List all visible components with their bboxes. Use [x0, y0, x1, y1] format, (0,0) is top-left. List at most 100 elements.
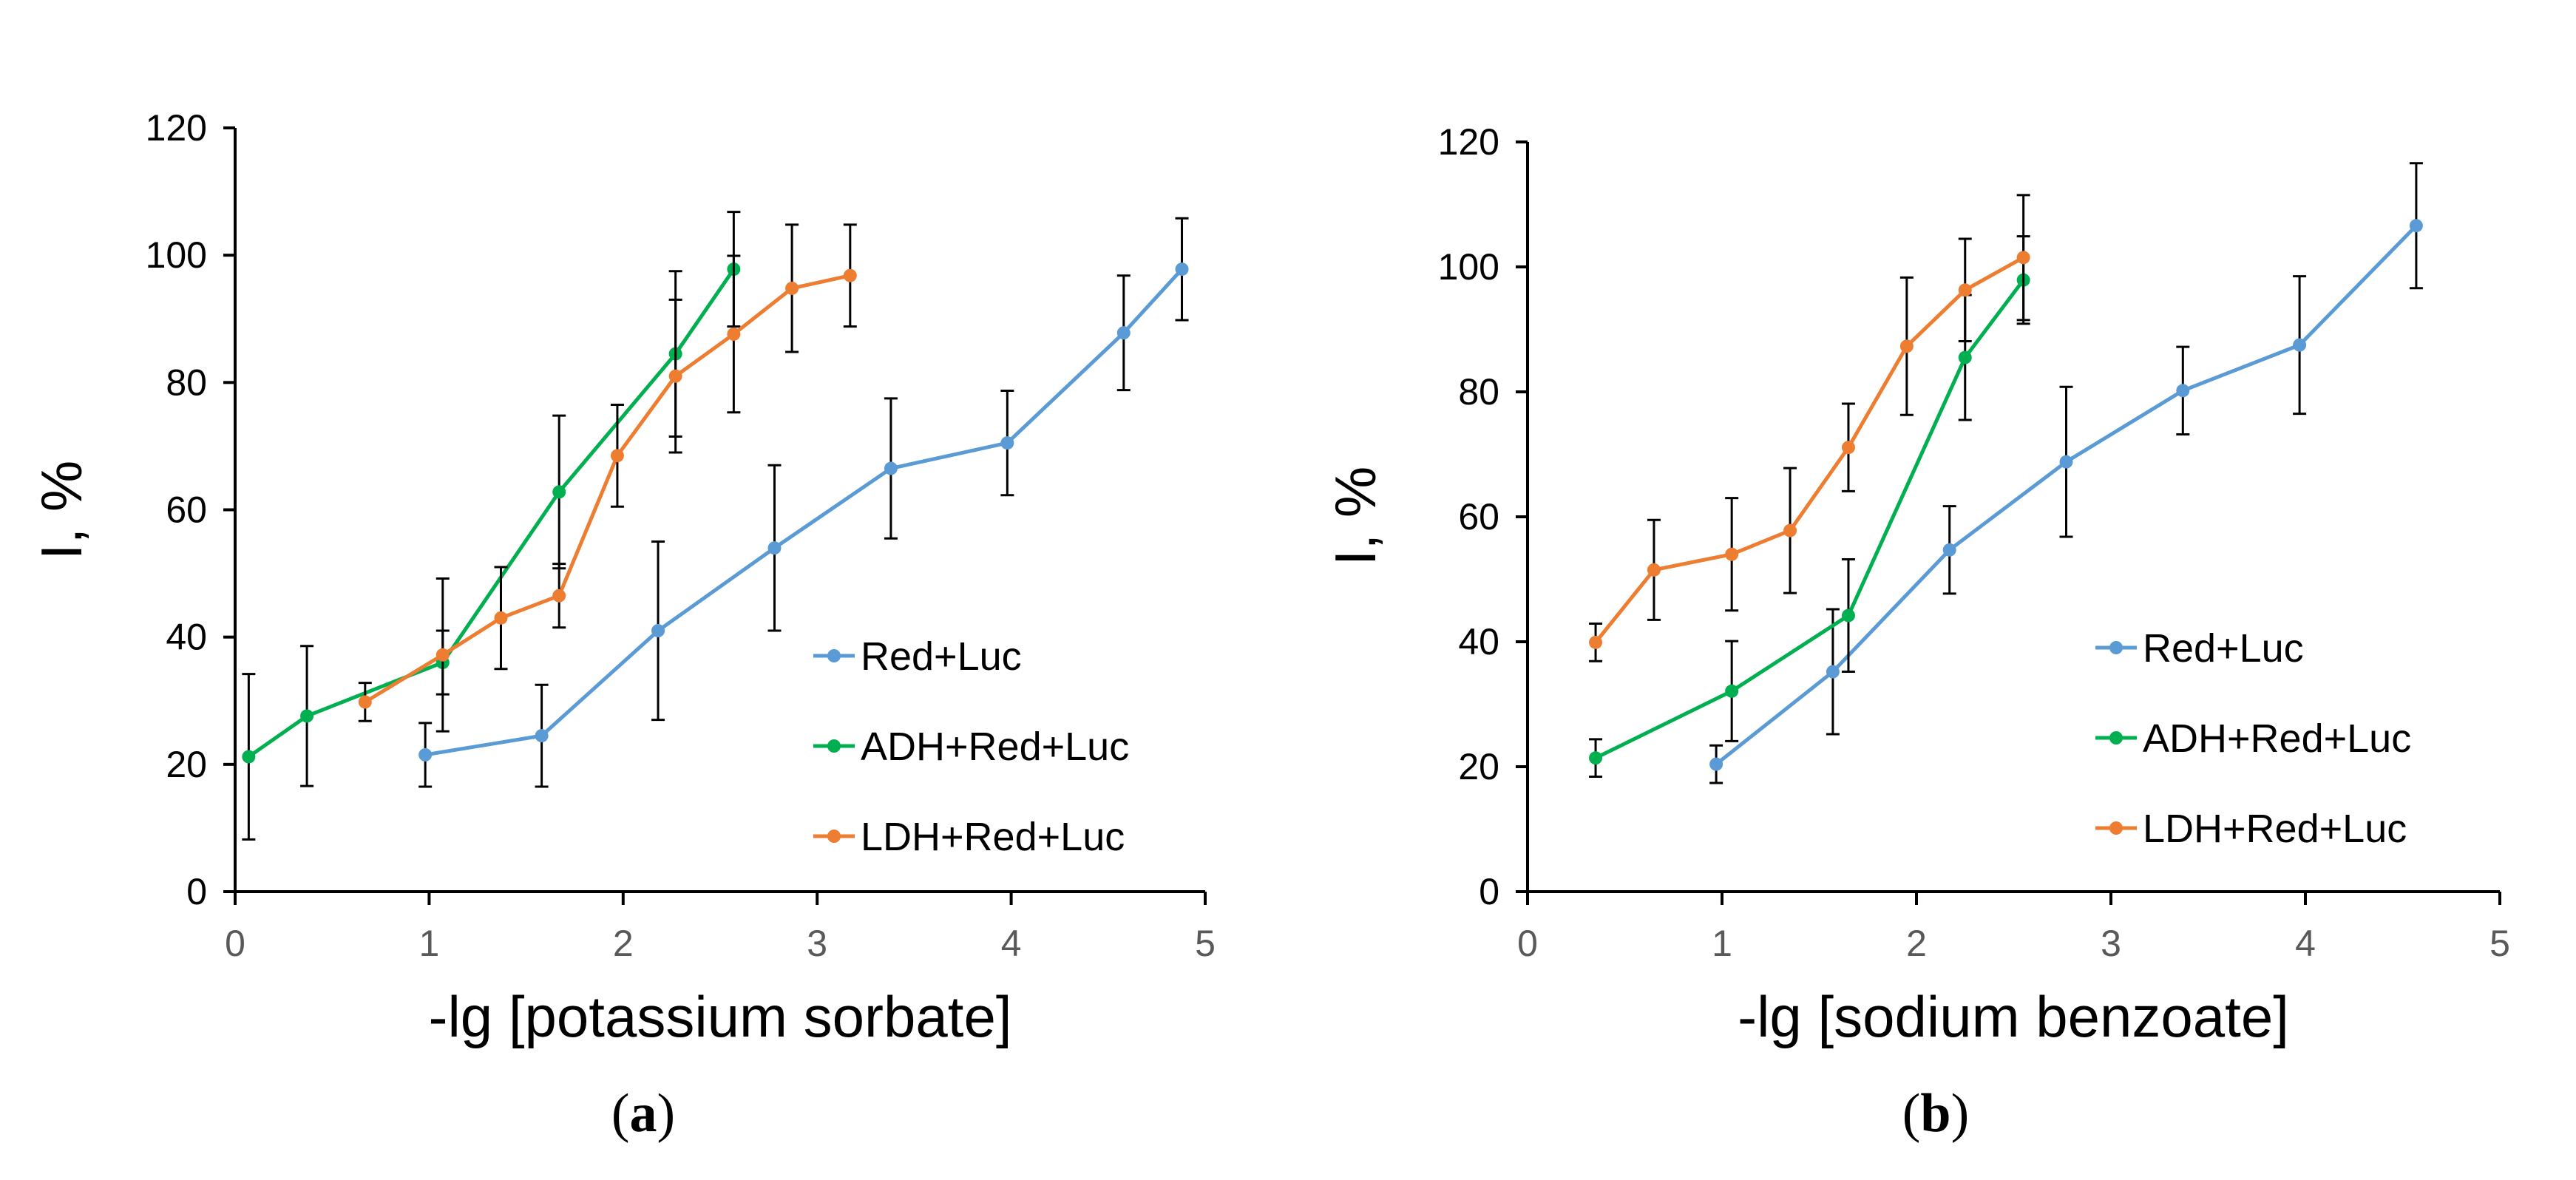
data-point: [1647, 563, 1661, 577]
data-point: [418, 747, 433, 762]
legend-item: Red+Luc: [813, 634, 1022, 679]
data-point: [435, 648, 450, 662]
legend-swatch-marker: [827, 649, 841, 662]
x-tick-label: 5: [2489, 923, 2510, 964]
x-tick-label: 3: [807, 923, 827, 964]
series-red-luc: [1709, 162, 2423, 784]
panel-label-letter: a: [630, 1083, 657, 1144]
series-line: [424, 268, 1184, 757]
x-axis-label: -lg [sodium benzoate]: [1738, 984, 2289, 1049]
y-tick-label: 60: [166, 489, 207, 531]
legend-item: Red+Luc: [2095, 626, 2304, 671]
y-tick-label: 40: [166, 617, 207, 658]
data-point: [727, 327, 741, 341]
x-axis-label: -lg [potassium sorbate]: [428, 984, 1011, 1049]
legend-label: Red+Luc: [2143, 626, 2304, 671]
data-point: [1958, 283, 1972, 297]
data-point: [1000, 436, 1014, 450]
legend-swatch-marker: [2109, 731, 2123, 745]
x-tick-label: 3: [2101, 923, 2121, 964]
y-tick-label: 120: [146, 107, 207, 149]
y-tick-label: 60: [1458, 496, 1499, 538]
panel-label: (a): [611, 1083, 675, 1144]
y-tick-label: 100: [1438, 246, 1499, 288]
series-line: [364, 274, 851, 704]
x-tick-label: 4: [1001, 923, 1022, 964]
x-tick-label: 5: [1195, 923, 1216, 964]
x-tick-label: 1: [418, 923, 439, 964]
panel-label-close-paren: ): [657, 1083, 676, 1144]
legend-item: ADH+Red+Luc: [2095, 716, 2411, 761]
data-point: [785, 281, 799, 295]
data-point: [2016, 251, 2030, 265]
chart-panel-b: 0 20 40 60 80 100 120 0 1 2 3 4 5 -lg [sodium benzoat…: [1323, 121, 2510, 1144]
legend-swatch-marker: [827, 739, 841, 753]
data-point: [358, 695, 372, 709]
legend-swatch-marker: [827, 830, 841, 843]
y-axis-label: I, %: [29, 461, 94, 560]
data-point: [1725, 547, 1739, 561]
legend-label: ADH+Red+Luc: [861, 725, 1129, 769]
legend-swatch-marker: [2109, 641, 2123, 654]
data-point: [1841, 441, 1855, 455]
panel-label-letter: b: [1920, 1083, 1950, 1144]
y-tick-label: 20: [1458, 746, 1499, 787]
x-tick-label: 2: [1906, 923, 1927, 964]
data-point: [610, 449, 624, 463]
legend-swatch-marker: [2109, 821, 2123, 835]
data-point: [1589, 635, 1603, 649]
data-point: [1175, 262, 1189, 277]
data-point: [2176, 384, 2190, 398]
data-point: [1116, 326, 1131, 340]
data-point: [552, 485, 566, 499]
y-tick-label: 80: [1458, 371, 1499, 413]
data-point: [1709, 757, 1723, 771]
x-tick-label: 0: [1517, 923, 1538, 964]
x-tick-label: 1: [1712, 923, 1732, 964]
data-point: [1826, 665, 1840, 679]
series-line: [247, 268, 736, 759]
legend-label: LDH+Red+Luc: [861, 815, 1125, 859]
data-point: [767, 541, 782, 555]
y-tick-label: 0: [1479, 871, 1499, 912]
series-ldh-red-luc: [1589, 194, 2030, 662]
data-point: [1783, 523, 1797, 538]
data-point: [668, 369, 682, 383]
data-point: [843, 268, 857, 282]
data-point: [1589, 751, 1603, 765]
panel-label-open-paren: (: [611, 1083, 630, 1144]
data-point: [300, 709, 314, 723]
legend-item: LDH+Red+Luc: [813, 815, 1125, 859]
data-point: [884, 461, 898, 475]
y-tick-label: 40: [1458, 621, 1499, 662]
panel-label: (b): [1902, 1083, 1969, 1144]
data-point: [552, 589, 566, 603]
chart-panel-a: 0 20 40 60 80 100 120 0 1 2 3 4 5 -lg [potassium sorb…: [29, 107, 1216, 1144]
y-tick-label: 100: [146, 234, 207, 276]
y-tick-label: 120: [1438, 121, 1499, 163]
data-point: [494, 611, 508, 625]
data-point: [1841, 608, 1855, 623]
legend-item: LDH+Red+Luc: [2095, 807, 2407, 851]
panel-label-open-paren: (: [1902, 1083, 1921, 1144]
panel-label-close-paren: ): [1951, 1083, 1970, 1144]
data-point: [1942, 543, 1956, 557]
y-axis-label: I, %: [1323, 467, 1388, 566]
legend-label: LDH+Red+Luc: [2143, 807, 2407, 851]
data-point: [1725, 684, 1739, 698]
data-point: [535, 729, 549, 743]
series-line: [1594, 256, 2024, 644]
data-point: [1958, 350, 1972, 364]
y-tick-label: 80: [166, 362, 207, 403]
y-tick-label: 0: [186, 871, 207, 912]
y-tick-label: 20: [166, 744, 207, 785]
data-point: [651, 624, 665, 638]
x-tick-label: 4: [2295, 923, 2316, 964]
legend-label: Red+Luc: [861, 634, 1022, 679]
legend-item: ADH+Red+Luc: [813, 725, 1129, 769]
legend-label: ADH+Red+Luc: [2143, 716, 2411, 761]
data-point: [2293, 338, 2307, 352]
data-point: [2059, 455, 2073, 469]
data-point: [242, 750, 256, 764]
